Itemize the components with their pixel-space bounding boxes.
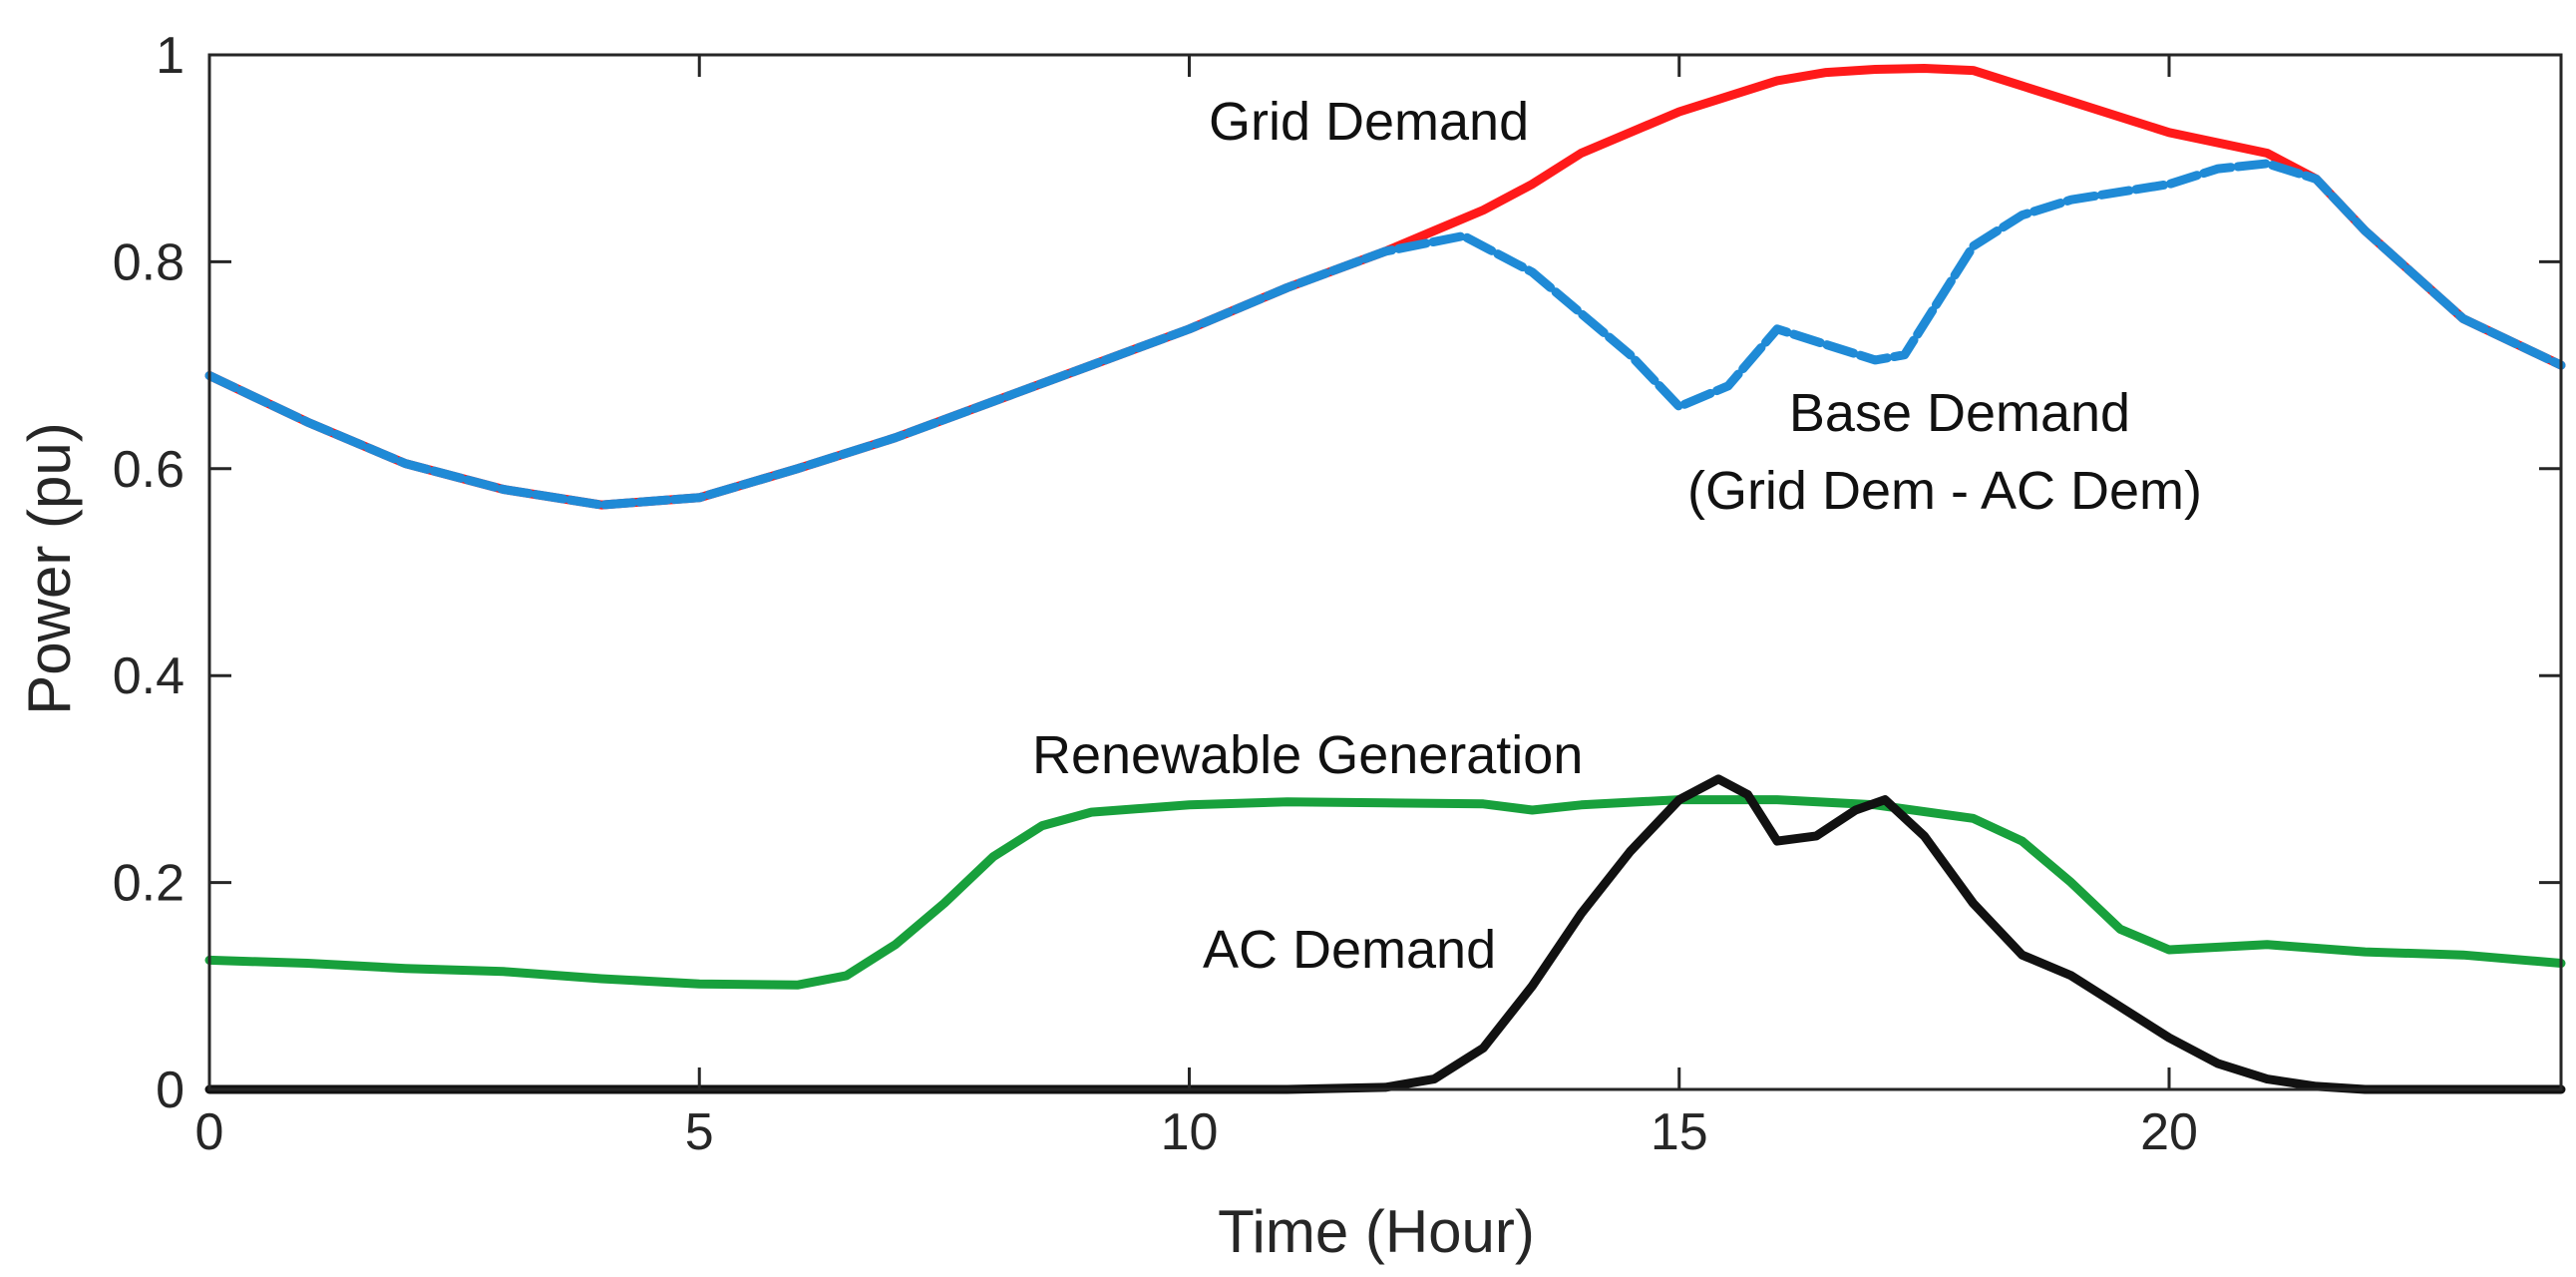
- annotation-renewable-generation: Renewable Generation: [1032, 725, 1583, 785]
- plot-frame: [207, 53, 2563, 1091]
- y-tick-label: 0.4: [113, 647, 184, 705]
- annotation-grid-demand: Grid Demand: [1209, 92, 1529, 152]
- ticks-layer: 0 5 10 15 20 0 0.2 0.4 0.6 0.8 1: [113, 27, 2561, 1161]
- x-tick-label: 5: [685, 1103, 714, 1161]
- x-tick-label: 10: [1161, 1103, 1219, 1161]
- x-axis-title: Time (Hour): [1218, 1198, 1535, 1265]
- y-tick-label: 0.8: [113, 233, 184, 291]
- y-tick-label: 1: [156, 27, 184, 85]
- y-axis-title: Power (pu): [16, 422, 83, 714]
- y-tick-label: 0.6: [113, 441, 184, 499]
- annotation-ac-demand: AC Demand: [1203, 920, 1496, 980]
- y-tick-label: 0: [156, 1062, 184, 1119]
- x-tick-label: 0: [195, 1103, 224, 1161]
- series-line-base-demand: [204, 159, 2566, 510]
- x-tick-label: 20: [2140, 1103, 2198, 1161]
- y-tick-label: 0.2: [113, 855, 184, 913]
- annotation-base-demand-formula: (Grid Dem - AC Dem): [1687, 461, 2202, 521]
- series-line-renewable-generation: [204, 795, 2566, 990]
- x-tick-label: 15: [1651, 1103, 1708, 1161]
- annotation-base-demand: Base Demand: [1789, 383, 2130, 443]
- axes-layer: [207, 53, 2563, 1091]
